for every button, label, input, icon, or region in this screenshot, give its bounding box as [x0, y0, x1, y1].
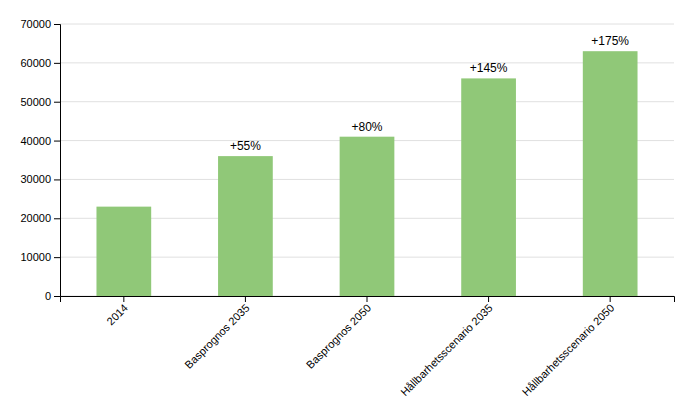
x-tick: 2014: [104, 296, 130, 327]
y-tick-label: 10000: [20, 251, 51, 263]
y-tick: 30000: [20, 173, 60, 185]
x-tick: Basprognos 2035: [182, 296, 251, 371]
y-axis-line: [54, 25, 61, 297]
y-tick: 50000: [20, 96, 60, 108]
chart-container: 0 10000 20000 30000 40000 50000 60000 70000 2014…: [0, 0, 698, 416]
plot: 0 10000 20000 30000 40000 50000 60000 70000 2014…: [20, 18, 674, 398]
annotation: +55%: [230, 139, 261, 153]
annotation: +175%: [591, 34, 629, 48]
x-tick: Basprognos 2050: [304, 296, 373, 371]
bar: [340, 137, 395, 296]
x-tick-mark: [488, 296, 489, 302]
x-tick-label: 2014: [104, 302, 130, 328]
y-tick: 60000: [20, 57, 60, 69]
y-tick-mark: [54, 296, 60, 297]
x-tick-mark: [245, 296, 246, 302]
y-tick-label: 70000: [20, 18, 51, 30]
bar: [461, 78, 516, 296]
x-tick-mark: [610, 296, 611, 302]
x-tick-label: Hållbarhetsscenario 2035: [398, 302, 495, 399]
annotation: +145%: [470, 61, 508, 75]
y-tick-mark: [54, 257, 60, 258]
y-axis: 0 10000 20000 30000 40000 50000 60000 70000: [20, 18, 60, 302]
y-tick-label: 0: [45, 290, 51, 302]
y-tick-mark: [54, 24, 60, 25]
chart-svg: 0 10000 20000 30000 40000 50000 60000 70000 2014…: [0, 0, 698, 416]
y-tick: 20000: [20, 212, 60, 224]
grid-line: [60, 62, 674, 63]
y-tick-mark: [54, 218, 60, 219]
y-tick: 10000: [20, 251, 60, 263]
x-tick: Hållbarhetsscenario 2035: [398, 296, 495, 398]
y-tick-mark: [54, 141, 60, 142]
grid-line: [60, 101, 674, 102]
bars: [96, 51, 637, 296]
bar: [583, 51, 638, 296]
y-tick-label: 50000: [20, 96, 51, 108]
y-tick-label: 60000: [20, 57, 51, 69]
y-tick-label: 40000: [20, 135, 51, 147]
x-axis-line: [61, 297, 675, 303]
y-tick-label: 30000: [20, 173, 51, 185]
bar: [218, 156, 273, 296]
y-tick-label: 20000: [20, 212, 51, 224]
y-tick-mark: [54, 102, 60, 103]
annotations: +55% +80% +145% +175%: [230, 34, 629, 153]
x-tick-label: Basprognos 2035: [182, 302, 251, 371]
bar: [96, 207, 151, 296]
y-tick-mark: [54, 63, 60, 64]
annotation: +80%: [351, 120, 382, 134]
y-tick: 70000: [20, 18, 60, 30]
x-tick-mark: [123, 296, 124, 302]
x-tick: Hållbarhetsscenario 2050: [520, 296, 617, 398]
grid-line: [60, 24, 674, 25]
y-tick-mark: [54, 179, 60, 180]
x-axis: 2014 Basprognos 2035 Basprognos 2050 Hållba…: [61, 296, 675, 398]
x-tick-mark: [367, 296, 368, 302]
grid: [60, 24, 674, 296]
x-tick-label: Hållbarhetsscenario 2050: [520, 302, 617, 399]
x-tick-label: Basprognos 2050: [304, 302, 373, 371]
y-tick: 40000: [20, 135, 60, 147]
y-tick: 0: [45, 290, 60, 302]
